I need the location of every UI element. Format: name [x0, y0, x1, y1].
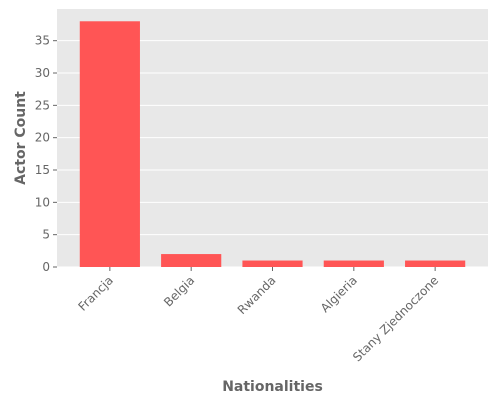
bar: [161, 254, 222, 267]
y-tick-label: 35: [35, 34, 50, 48]
y-axis-title: Actor Count: [13, 91, 29, 185]
bar: [79, 21, 140, 267]
x-tick-label: Francja: [76, 273, 116, 313]
bar: [242, 260, 303, 267]
y-tick-label: 20: [35, 131, 50, 145]
y-tick-label: 30: [35, 66, 50, 80]
y-tick-label: 5: [42, 228, 50, 242]
y-axis-ticks: 0 5 10 15 20 25 30 35: [35, 34, 57, 274]
y-tick-label: 0: [42, 260, 50, 274]
y-tick-label: 25: [35, 98, 50, 112]
bar: [323, 260, 384, 267]
y-tick-label: 15: [35, 163, 50, 177]
x-axis-title: Nationalities: [222, 379, 323, 395]
bars: [79, 21, 466, 267]
x-tick-label: Algieria: [318, 273, 360, 315]
bar: [405, 260, 466, 267]
x-tick-label: Belgia: [161, 273, 197, 309]
x-tick-label: Rwanda: [235, 273, 279, 317]
x-tick-label: Stany Zjednoczone: [350, 273, 441, 364]
y-tick-label: 10: [35, 195, 50, 209]
